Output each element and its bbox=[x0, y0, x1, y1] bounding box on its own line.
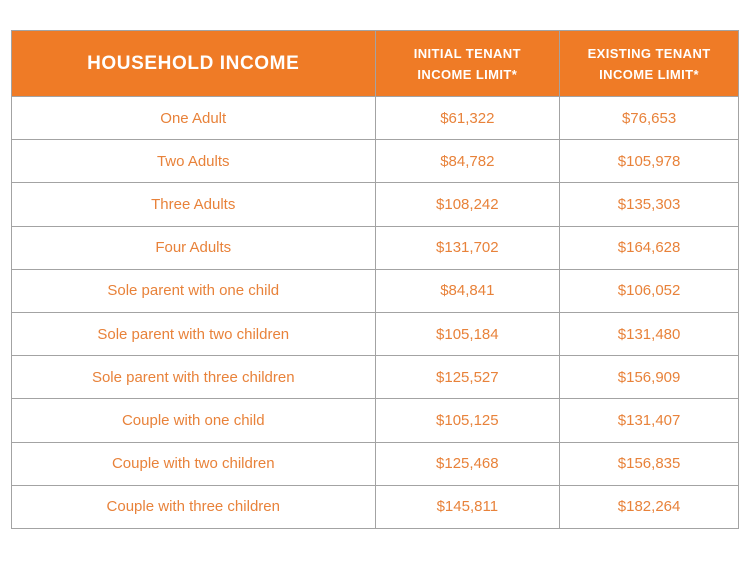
table-row: Sole parent with two children $105,184 $… bbox=[11, 311, 739, 357]
column-header-existing-tenant-income-limit: EXISTING TENANT INCOME LIMIT* bbox=[559, 30, 739, 97]
column-header-initial-tenant-income-limit: INITIAL TENANT INCOME LIMIT* bbox=[374, 30, 561, 97]
existing-limit-cell: $106,052 bbox=[559, 268, 739, 313]
header-line: EXISTING TENANT bbox=[587, 45, 711, 61]
initial-limit-cell: $105,125 bbox=[374, 398, 561, 443]
initial-limit-cell: $131,702 bbox=[374, 225, 561, 270]
initial-limit-cell: $84,841 bbox=[374, 268, 561, 313]
table-row: One Adult $61,322 $76,653 bbox=[11, 95, 739, 141]
table-row: Couple with two children $125,468 $156,8… bbox=[11, 441, 739, 486]
table-row: Three Adults $108,242 $135,303 bbox=[11, 182, 739, 227]
table-row: Sole parent with three children $125,527… bbox=[11, 355, 739, 400]
household-cell: Couple with one child bbox=[11, 398, 376, 443]
table-row: Sole parent with one child $84,841 $106,… bbox=[11, 268, 739, 313]
initial-limit-cell: $84,782 bbox=[374, 139, 561, 184]
existing-limit-cell: $164,628 bbox=[559, 225, 739, 270]
table-row: Couple with one child $105,125 $131,407 bbox=[11, 398, 739, 443]
initial-limit-cell: $105,184 bbox=[374, 311, 561, 357]
household-cell: Three Adults bbox=[11, 182, 376, 227]
initial-limit-cell: $125,468 bbox=[374, 441, 561, 486]
table-row: Couple with three children $145,811 $182… bbox=[11, 484, 739, 529]
existing-limit-cell: $105,978 bbox=[559, 139, 739, 184]
existing-limit-cell: $156,909 bbox=[559, 355, 739, 400]
existing-limit-cell: $76,653 bbox=[559, 95, 739, 141]
existing-limit-cell: $131,407 bbox=[559, 398, 739, 443]
existing-limit-cell: $182,264 bbox=[559, 484, 739, 529]
initial-limit-cell: $125,527 bbox=[374, 355, 561, 400]
column-header-household-income: HOUSEHOLD INCOME bbox=[11, 30, 376, 97]
initial-limit-cell: $145,811 bbox=[374, 484, 561, 529]
household-cell: One Adult bbox=[11, 95, 376, 141]
initial-limit-cell: $108,242 bbox=[374, 182, 561, 227]
existing-limit-cell: $156,835 bbox=[559, 441, 739, 486]
header-line: INCOME LIMIT* bbox=[599, 66, 699, 82]
household-cell: Sole parent with three children bbox=[11, 355, 376, 400]
initial-limit-cell: $61,322 bbox=[374, 95, 561, 141]
income-limits-table: HOUSEHOLD INCOME INITIAL TENANT INCOME L… bbox=[11, 30, 739, 529]
existing-limit-cell: $131,480 bbox=[559, 311, 739, 357]
table-row: Four Adults $131,702 $164,628 bbox=[11, 225, 739, 270]
header-line: INITIAL TENANT bbox=[413, 45, 521, 61]
existing-limit-cell: $135,303 bbox=[559, 182, 739, 227]
header-row: HOUSEHOLD INCOME INITIAL TENANT INCOME L… bbox=[11, 30, 739, 97]
household-cell: Two Adults bbox=[11, 139, 376, 184]
household-cell: Couple with three children bbox=[11, 484, 376, 529]
household-cell: Sole parent with two children bbox=[11, 311, 376, 357]
table-row: Two Adults $84,782 $105,978 bbox=[11, 139, 739, 184]
household-cell: Couple with two children bbox=[11, 441, 376, 486]
household-cell: Sole parent with one child bbox=[11, 268, 376, 313]
table-container: HOUSEHOLD INCOME INITIAL TENANT INCOME L… bbox=[11, 30, 739, 529]
household-cell: Four Adults bbox=[11, 225, 376, 270]
header-line: INCOME LIMIT* bbox=[417, 66, 518, 82]
